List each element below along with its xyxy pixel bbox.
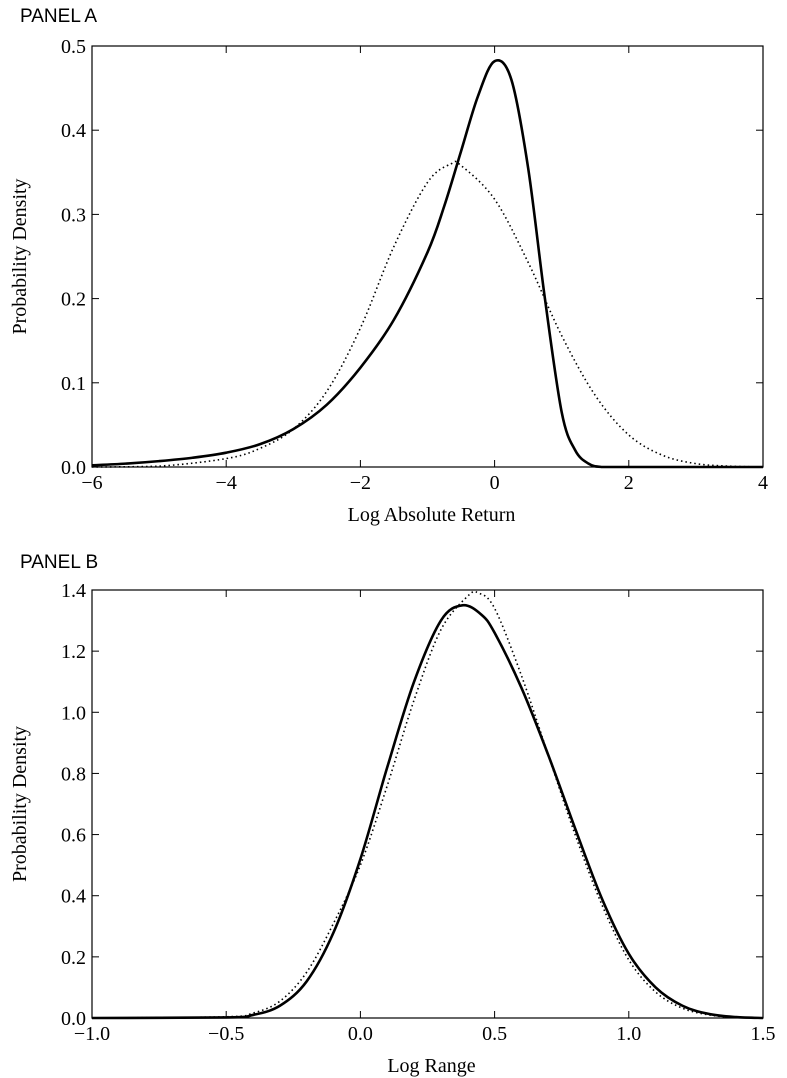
x-tick-label: 4 [758,472,768,494]
x-tick-label: −2 [350,472,371,494]
x-tick-label: −1.0 [74,1023,110,1045]
y-axis-title: Probability Density [9,178,31,334]
solid-density-curve [91,59,763,469]
y-tick-label: 0.8 [61,763,86,785]
y-tick-label: 0.0 [61,1008,86,1030]
y-tick-label: 0.2 [61,289,86,311]
y-tick-label: 0.3 [61,204,86,226]
y-tick-label: 0.1 [61,373,86,395]
x-axis-title: Log Range [387,1055,475,1077]
y-axis-title: Probability Density [9,726,31,882]
plot-frame [91,589,764,1019]
x-tick-label: 1.5 [751,1023,776,1045]
x-axis-title: Log Absolute Return [348,504,516,526]
y-tick-label: 0.6 [61,825,86,847]
y-tick-label: 1.0 [61,702,86,724]
x-tick-label: 0.0 [348,1023,373,1045]
x-tick-label: −6 [81,472,102,494]
x-tick-label: 0 [490,472,500,494]
x-tick-label: −4 [216,472,237,494]
dotted-density-curve [91,590,764,1019]
y-tick-label: 1.2 [61,641,86,663]
y-tick-label: 0.2 [61,947,86,969]
y-tick-label: 0.4 [61,886,86,908]
x-tick-label: 2 [624,472,634,494]
plot-frame [91,45,764,468]
x-tick-label: −0.5 [208,1023,244,1045]
panel-b-label: PANEL B [20,552,99,573]
x-tick-label: 0.5 [482,1023,507,1045]
y-tick-label: 0.5 [61,36,86,58]
panel-a-label: PANEL A [20,6,98,27]
y-tick-label: 0.4 [61,120,86,142]
y-tick-label: 1.4 [61,580,86,602]
solid-density-curve [91,603,764,1020]
x-tick-label: 1.0 [616,1023,641,1045]
y-tick-label: 0.0 [61,457,86,479]
